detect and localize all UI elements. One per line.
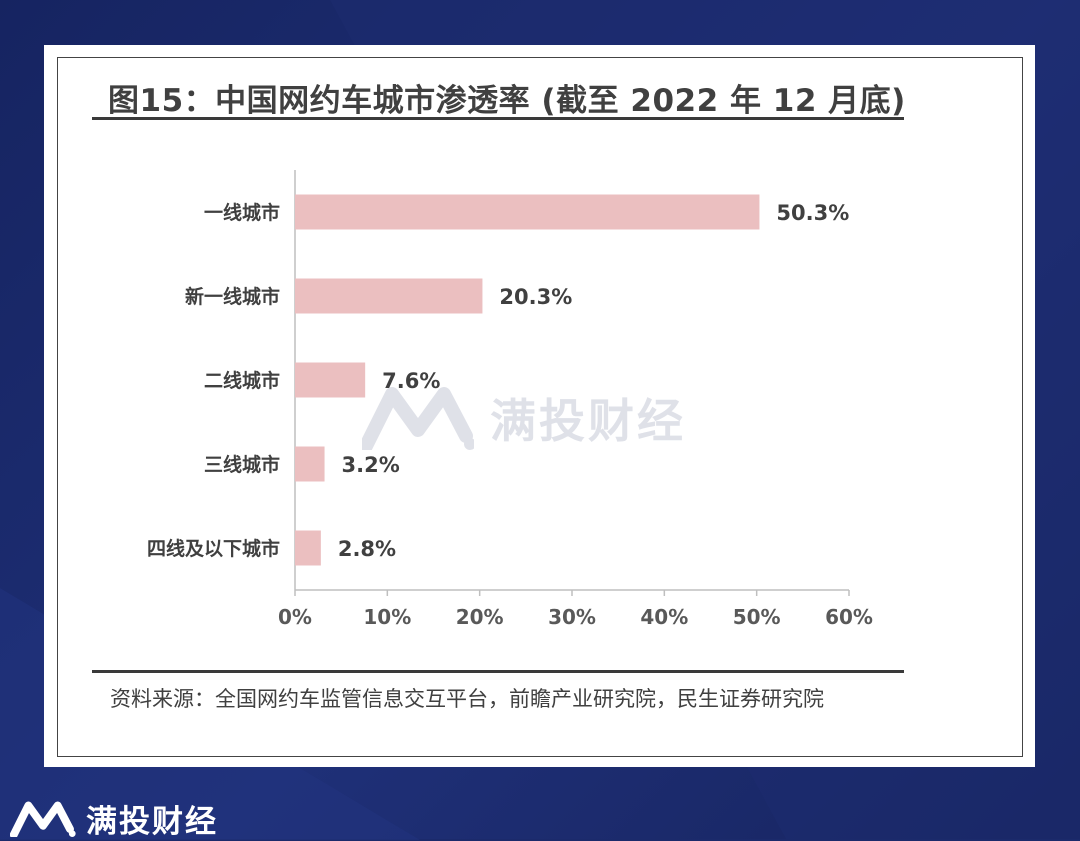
source-note: 资料来源：全国网约车监管信息交互平台，前瞻产业研究院，民生证券研究院 [110, 687, 824, 711]
x-tick-label: 40% [640, 605, 688, 629]
bar [295, 278, 483, 314]
data-label: 20.3% [499, 285, 572, 309]
data-label: 3.2% [342, 453, 400, 477]
bar [295, 194, 760, 230]
x-tick-label: 20% [456, 605, 504, 629]
brand: 满投财经 [10, 796, 218, 841]
data-label: 7.6% [382, 369, 440, 393]
bar [295, 530, 321, 566]
figure-title: 图15：中国网约车城市渗透率 (截至 2022 年 12 月底) [108, 83, 906, 119]
x-tick-label: 30% [548, 605, 596, 629]
watermark: 满投财经 [362, 385, 686, 451]
category-label: 三线城市 [204, 453, 280, 476]
bar [295, 446, 325, 482]
x-tick-label: 0% [278, 605, 312, 629]
data-label: 2.8% [338, 537, 396, 561]
watermark-text: 满投财经 [490, 394, 686, 448]
category-label: 新一线城市 [185, 285, 280, 308]
category-label: 四线及以下城市 [147, 537, 280, 560]
source-divider [92, 670, 904, 673]
x-tick-label: 50% [733, 605, 781, 629]
figure-card: 图15：中国网约车城市渗透率 (截至 2022 年 12 月底) 0% 10% 20… [44, 45, 1035, 767]
bar-chart: 0% 10% 20% 30% 40% 50% 60% 一线城市 50.3% 新一线城市 20.3% 二… [147, 170, 873, 629]
x-tick-label: 10% [363, 605, 411, 629]
brand-text: 满投财经 [86, 804, 218, 840]
figure-frame [57, 57, 1023, 757]
category-label: 二线城市 [204, 369, 280, 392]
brand-m-logo-icon [362, 387, 474, 450]
x-tick-label: 60% [825, 605, 873, 629]
data-label: 50.3% [776, 201, 849, 225]
category-label: 一线城市 [204, 201, 280, 224]
title-divider [92, 117, 904, 120]
bar [295, 362, 366, 398]
brand-m-logo-icon [10, 801, 76, 837]
